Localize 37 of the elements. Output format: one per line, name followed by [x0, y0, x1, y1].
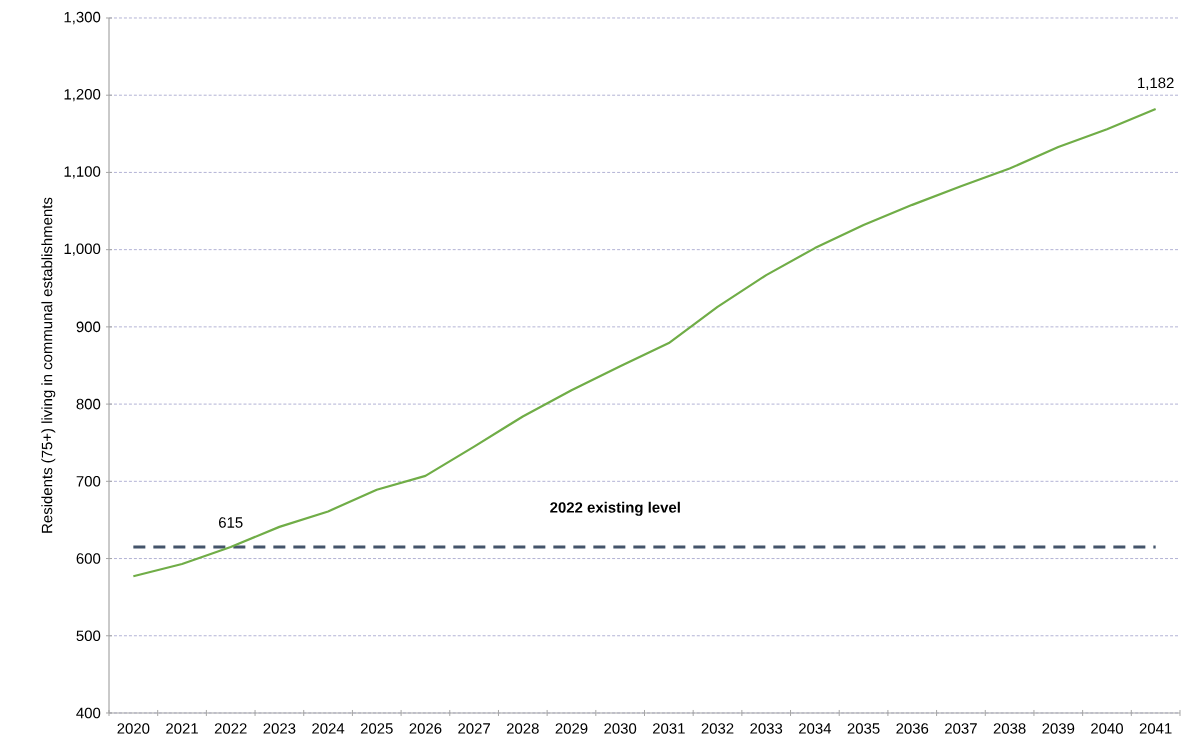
y-tick-label: 900: [76, 321, 101, 333]
x-tick-label: 2027: [458, 723, 490, 734]
y-tick-label: 1,300: [64, 11, 101, 25]
x-tick-label: 2031: [652, 723, 685, 734]
x-tick-label: 2030: [604, 723, 637, 734]
y-tick-label: 500: [76, 630, 101, 642]
x-tick-label: 2033: [750, 723, 783, 734]
y-tick-label: 1,000: [64, 243, 101, 256]
x-tick-label: 2024: [312, 723, 345, 734]
x-tick-label: 2036: [896, 723, 929, 734]
x-tick-label: 2026: [409, 723, 442, 734]
y-tick-label: 1,100: [64, 166, 101, 179]
ref-line-label: 2022 existing level: [550, 501, 680, 516]
x-tick-label: 2021: [166, 723, 198, 734]
x-tick-label: 2022: [214, 723, 247, 734]
x-tick-label: 2039: [1042, 723, 1075, 734]
y-tick-label: 400: [76, 707, 101, 719]
line-series: [132, 108, 1157, 578]
y-axis-title: Residents (75+) living in communal establishments: [41, 197, 56, 533]
x-tick-label: 2035: [847, 723, 880, 734]
x-tick-label: 2034: [799, 723, 832, 734]
y-tick-label: 600: [76, 553, 101, 564]
x-tick-label: 2032: [701, 723, 734, 734]
x-tick-label: 2040: [1091, 723, 1123, 734]
data-label: 615: [219, 517, 243, 528]
x-tick-label: 2029: [555, 723, 588, 734]
data-label: 1,182: [1138, 77, 1174, 90]
x-tick-label: 2028: [506, 723, 539, 734]
x-tick-label: 2038: [993, 723, 1026, 734]
x-tick-label: 2041: [1139, 723, 1172, 734]
x-tick-label: 2025: [360, 723, 393, 734]
x-tick-label: 2037: [945, 723, 977, 734]
x-tick-label: 2023: [263, 723, 296, 734]
y-tick-label: 800: [76, 398, 101, 410]
x-tick-label: 2020: [117, 723, 150, 734]
y-tick-label: 700: [76, 476, 101, 487]
y-tick-label: 1,200: [64, 89, 101, 102]
